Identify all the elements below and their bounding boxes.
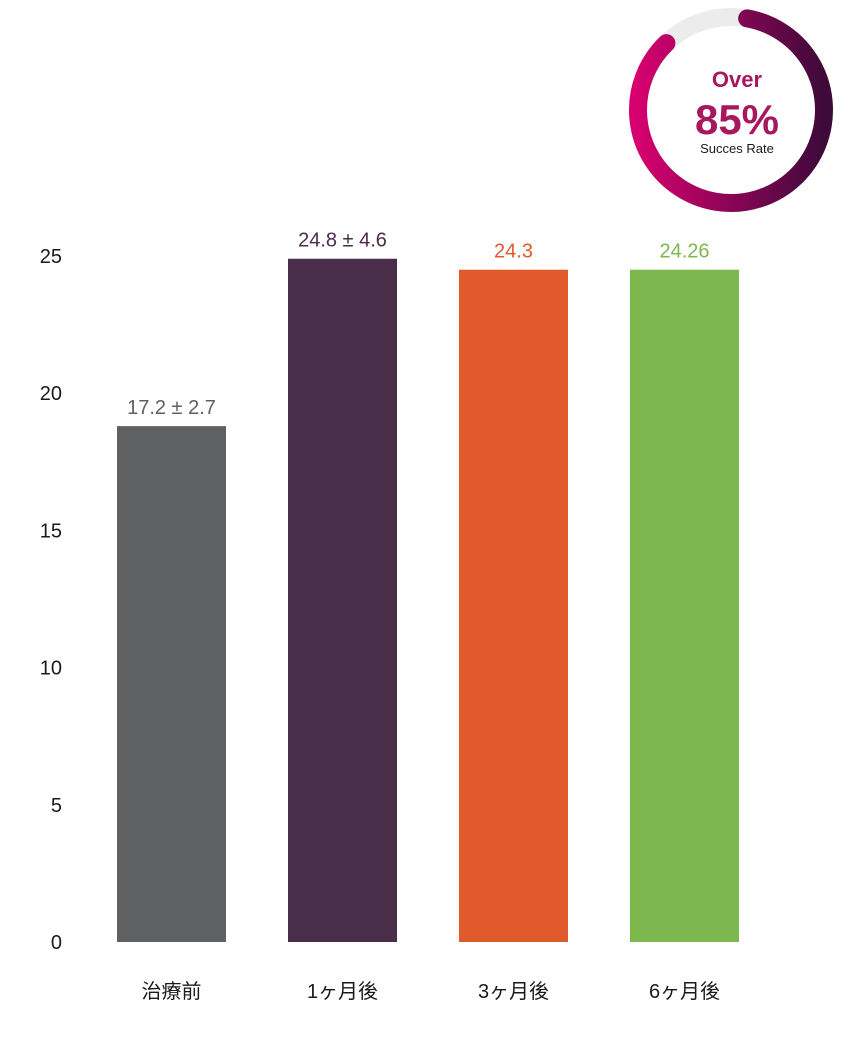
bar-series bbox=[117, 258, 739, 943]
y-tick-label: 20 bbox=[40, 383, 62, 405]
x-category-label: 1ヶ月後 bbox=[307, 980, 378, 1003]
bar bbox=[630, 269, 739, 943]
x-category-label: 6ヶ月後 bbox=[649, 980, 720, 1003]
y-tick-label: 15 bbox=[40, 520, 62, 542]
bar-data-label: 24.3 bbox=[494, 241, 533, 263]
bar bbox=[117, 426, 226, 942]
bar-data-label: 24.26 bbox=[659, 241, 709, 263]
y-tick-label: 0 bbox=[51, 932, 62, 954]
badge-over-text: Over bbox=[712, 67, 763, 92]
bar-data-label: 17.2 ± 2.7 bbox=[127, 397, 216, 419]
x-axis: 治療前 1ヶ月後 3ヶ月後 6ヶ月後 bbox=[142, 980, 721, 1003]
bar bbox=[459, 269, 568, 943]
y-tick-label: 5 bbox=[51, 795, 62, 817]
bar-data-label: 24.8 ± 4.6 bbox=[298, 230, 387, 252]
success-rate-badge: Over 85% Succes Rate bbox=[629, 8, 833, 212]
y-tick-label: 10 bbox=[40, 658, 62, 680]
bar bbox=[288, 258, 397, 942]
badge-ring-progress bbox=[629, 9, 833, 212]
badge-value-text: 85% bbox=[695, 96, 779, 143]
data-labels: 17.2 ± 2.7 24.8 ± 4.6 24.3 24.26 bbox=[127, 230, 709, 419]
y-axis: 0 5 10 15 20 25 bbox=[40, 246, 62, 954]
badge-sub-text: Succes Rate bbox=[700, 141, 774, 156]
x-category-label: 3ヶ月後 bbox=[478, 980, 549, 1003]
x-category-label: 治療前 bbox=[142, 980, 202, 1003]
y-tick-label: 25 bbox=[40, 246, 62, 268]
